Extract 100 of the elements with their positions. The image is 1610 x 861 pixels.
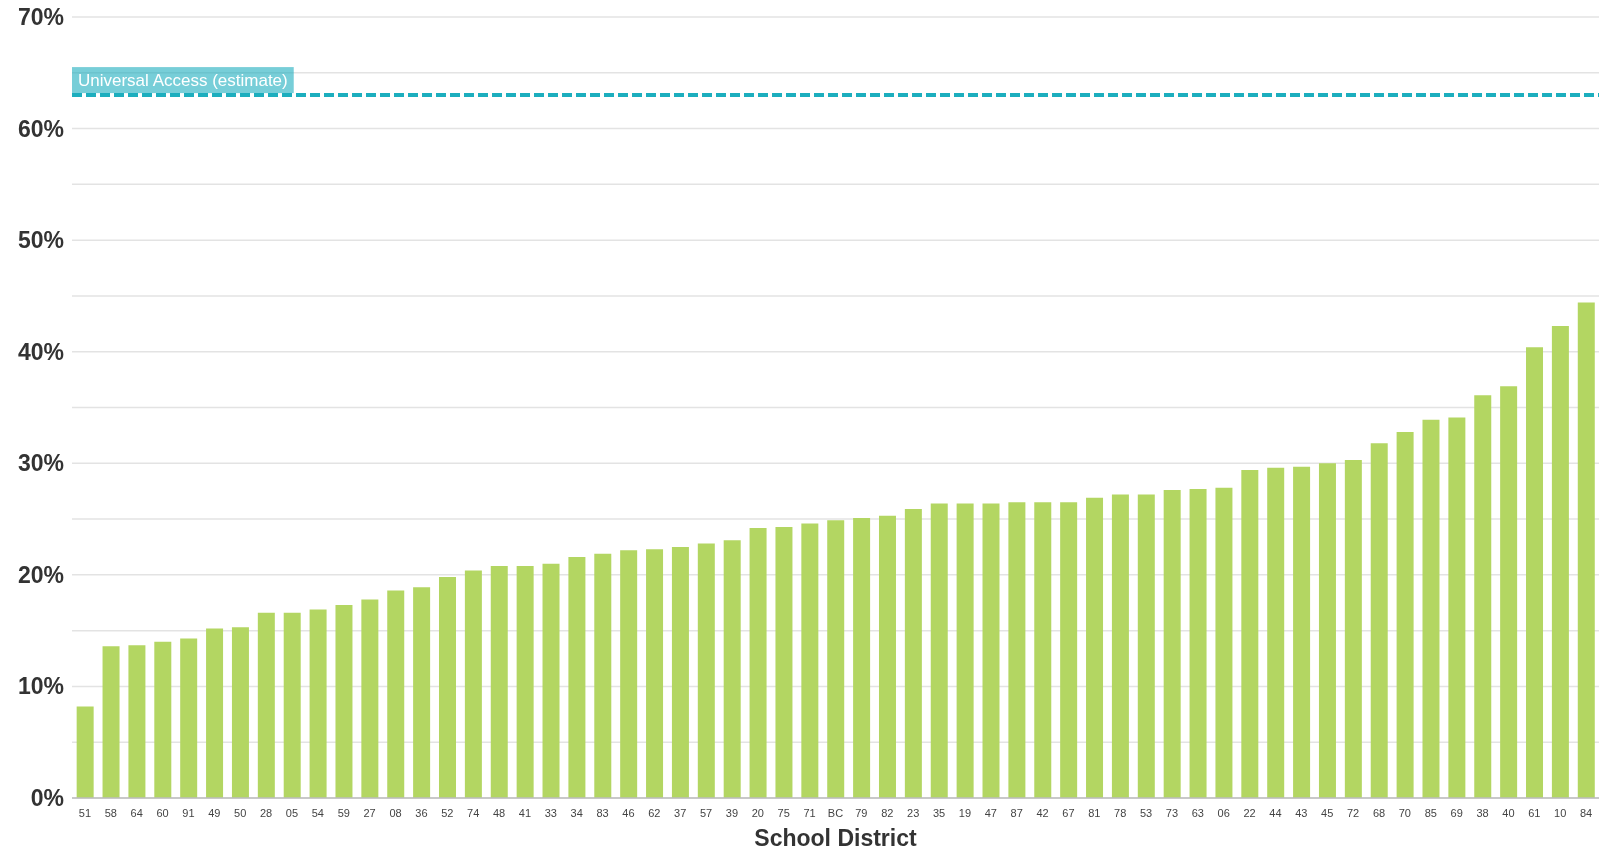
ref-line-label: Universal Access (estimate) [78, 70, 288, 90]
x-tick-label: 75 [777, 807, 790, 819]
x-tick-label: 05 [285, 807, 299, 819]
x-tick-label: 72 [1347, 807, 1360, 819]
x-tick-label: 59 [337, 807, 350, 819]
bar [1034, 502, 1052, 798]
bar [1293, 466, 1311, 798]
x-tick-label: 38 [1476, 807, 1489, 819]
y-tick-label: 70% [17, 4, 64, 30]
x-tick-label: 71 [803, 807, 816, 819]
bar [853, 517, 871, 798]
bar [1008, 502, 1026, 798]
y-tick-label: 40% [17, 338, 64, 365]
bar [102, 646, 120, 798]
bar [620, 550, 638, 798]
bar [1577, 302, 1595, 798]
x-tick-label: 91 [182, 807, 195, 819]
bar [231, 627, 249, 798]
x-tick-label: 28 [259, 807, 273, 819]
bar [1215, 487, 1233, 798]
x-tick-label: 49 [208, 807, 221, 819]
bar [1318, 463, 1336, 798]
x-tick-label: 37 [674, 807, 687, 819]
bar [568, 557, 586, 798]
x-tick-label: 81 [1088, 807, 1101, 819]
x-tick-label: 34 [570, 807, 583, 819]
x-tick-label: 44 [1269, 807, 1282, 819]
x-tick-label: 73 [1165, 807, 1179, 819]
x-tick-label: 39 [725, 807, 739, 819]
x-tick-label: 83 [596, 807, 609, 819]
x-tick-label: 87 [1010, 807, 1023, 819]
x-tick-label: 79 [855, 807, 868, 819]
x-tick-label: 74 [467, 807, 480, 819]
x-tick-label: 69 [1450, 807, 1463, 819]
bar [646, 549, 664, 798]
x-tick-label: 58 [104, 807, 117, 819]
x-tick-label: BC [827, 807, 844, 819]
bar [361, 599, 379, 798]
bar [749, 528, 767, 798]
bar [309, 609, 327, 798]
bar [180, 638, 198, 798]
x-axis-title: School District [754, 825, 917, 851]
y-tick-label: 20% [17, 561, 64, 588]
bar [723, 540, 741, 798]
bar [1396, 432, 1414, 798]
bar [1448, 417, 1466, 798]
bar [464, 570, 482, 798]
x-tick-label: 33 [544, 807, 557, 819]
x-tick-label: 51 [78, 807, 92, 819]
bar [956, 503, 974, 798]
x-tick-label: 67 [1062, 807, 1075, 819]
y-tick-label: 60% [17, 115, 64, 142]
bar [1060, 502, 1078, 798]
y-tick-label: 10% [17, 673, 64, 700]
x-tick-label: 46 [622, 807, 635, 819]
x-tick-label: 61 [1528, 807, 1541, 819]
x-tick-label: 48 [492, 807, 506, 819]
x-tick-label: 50 [234, 807, 247, 819]
x-tick-label: 64 [130, 807, 143, 819]
bar [1474, 395, 1492, 798]
bar [439, 577, 456, 798]
bar [335, 604, 353, 798]
x-tick-label: 82 [881, 807, 894, 819]
bar [1086, 497, 1104, 798]
bar [904, 509, 922, 798]
bar [1163, 490, 1181, 798]
bar [594, 553, 612, 798]
x-tick-label: 20 [751, 807, 764, 819]
bar [1551, 326, 1569, 798]
bar [516, 565, 534, 798]
bar [542, 563, 560, 798]
x-tick-label: 62 [648, 807, 661, 819]
x-tick-label: 08 [389, 807, 402, 819]
x-tick-label: 47 [984, 807, 997, 819]
x-tick-label: 40 [1502, 807, 1515, 819]
x-tick-label: 60 [156, 807, 169, 819]
bar [490, 565, 508, 798]
x-tick-label: 10 [1554, 807, 1567, 819]
bar [930, 503, 948, 798]
bar [1267, 467, 1285, 798]
bar [128, 645, 146, 798]
x-tick-label: 36 [415, 807, 428, 819]
x-tick-label: 45 [1321, 807, 1334, 819]
bar [206, 628, 224, 798]
x-tick-label: 43 [1295, 807, 1308, 819]
bar [1500, 386, 1518, 798]
x-tick-label: 78 [1114, 807, 1127, 819]
bar [801, 523, 819, 798]
bar [1189, 488, 1207, 798]
x-tick-label: 19 [958, 807, 972, 819]
x-tick-label: 27 [363, 807, 376, 819]
y-tick-label: 0% [30, 785, 64, 811]
bar [982, 503, 1000, 798]
x-tick-label: 84 [1579, 807, 1593, 819]
bar [1111, 494, 1129, 798]
y-tick-label: 30% [17, 450, 64, 477]
x-tick-label: 35 [932, 807, 946, 819]
x-tick-label: 63 [1191, 807, 1204, 819]
bar [1526, 347, 1544, 798]
bar [257, 612, 275, 798]
